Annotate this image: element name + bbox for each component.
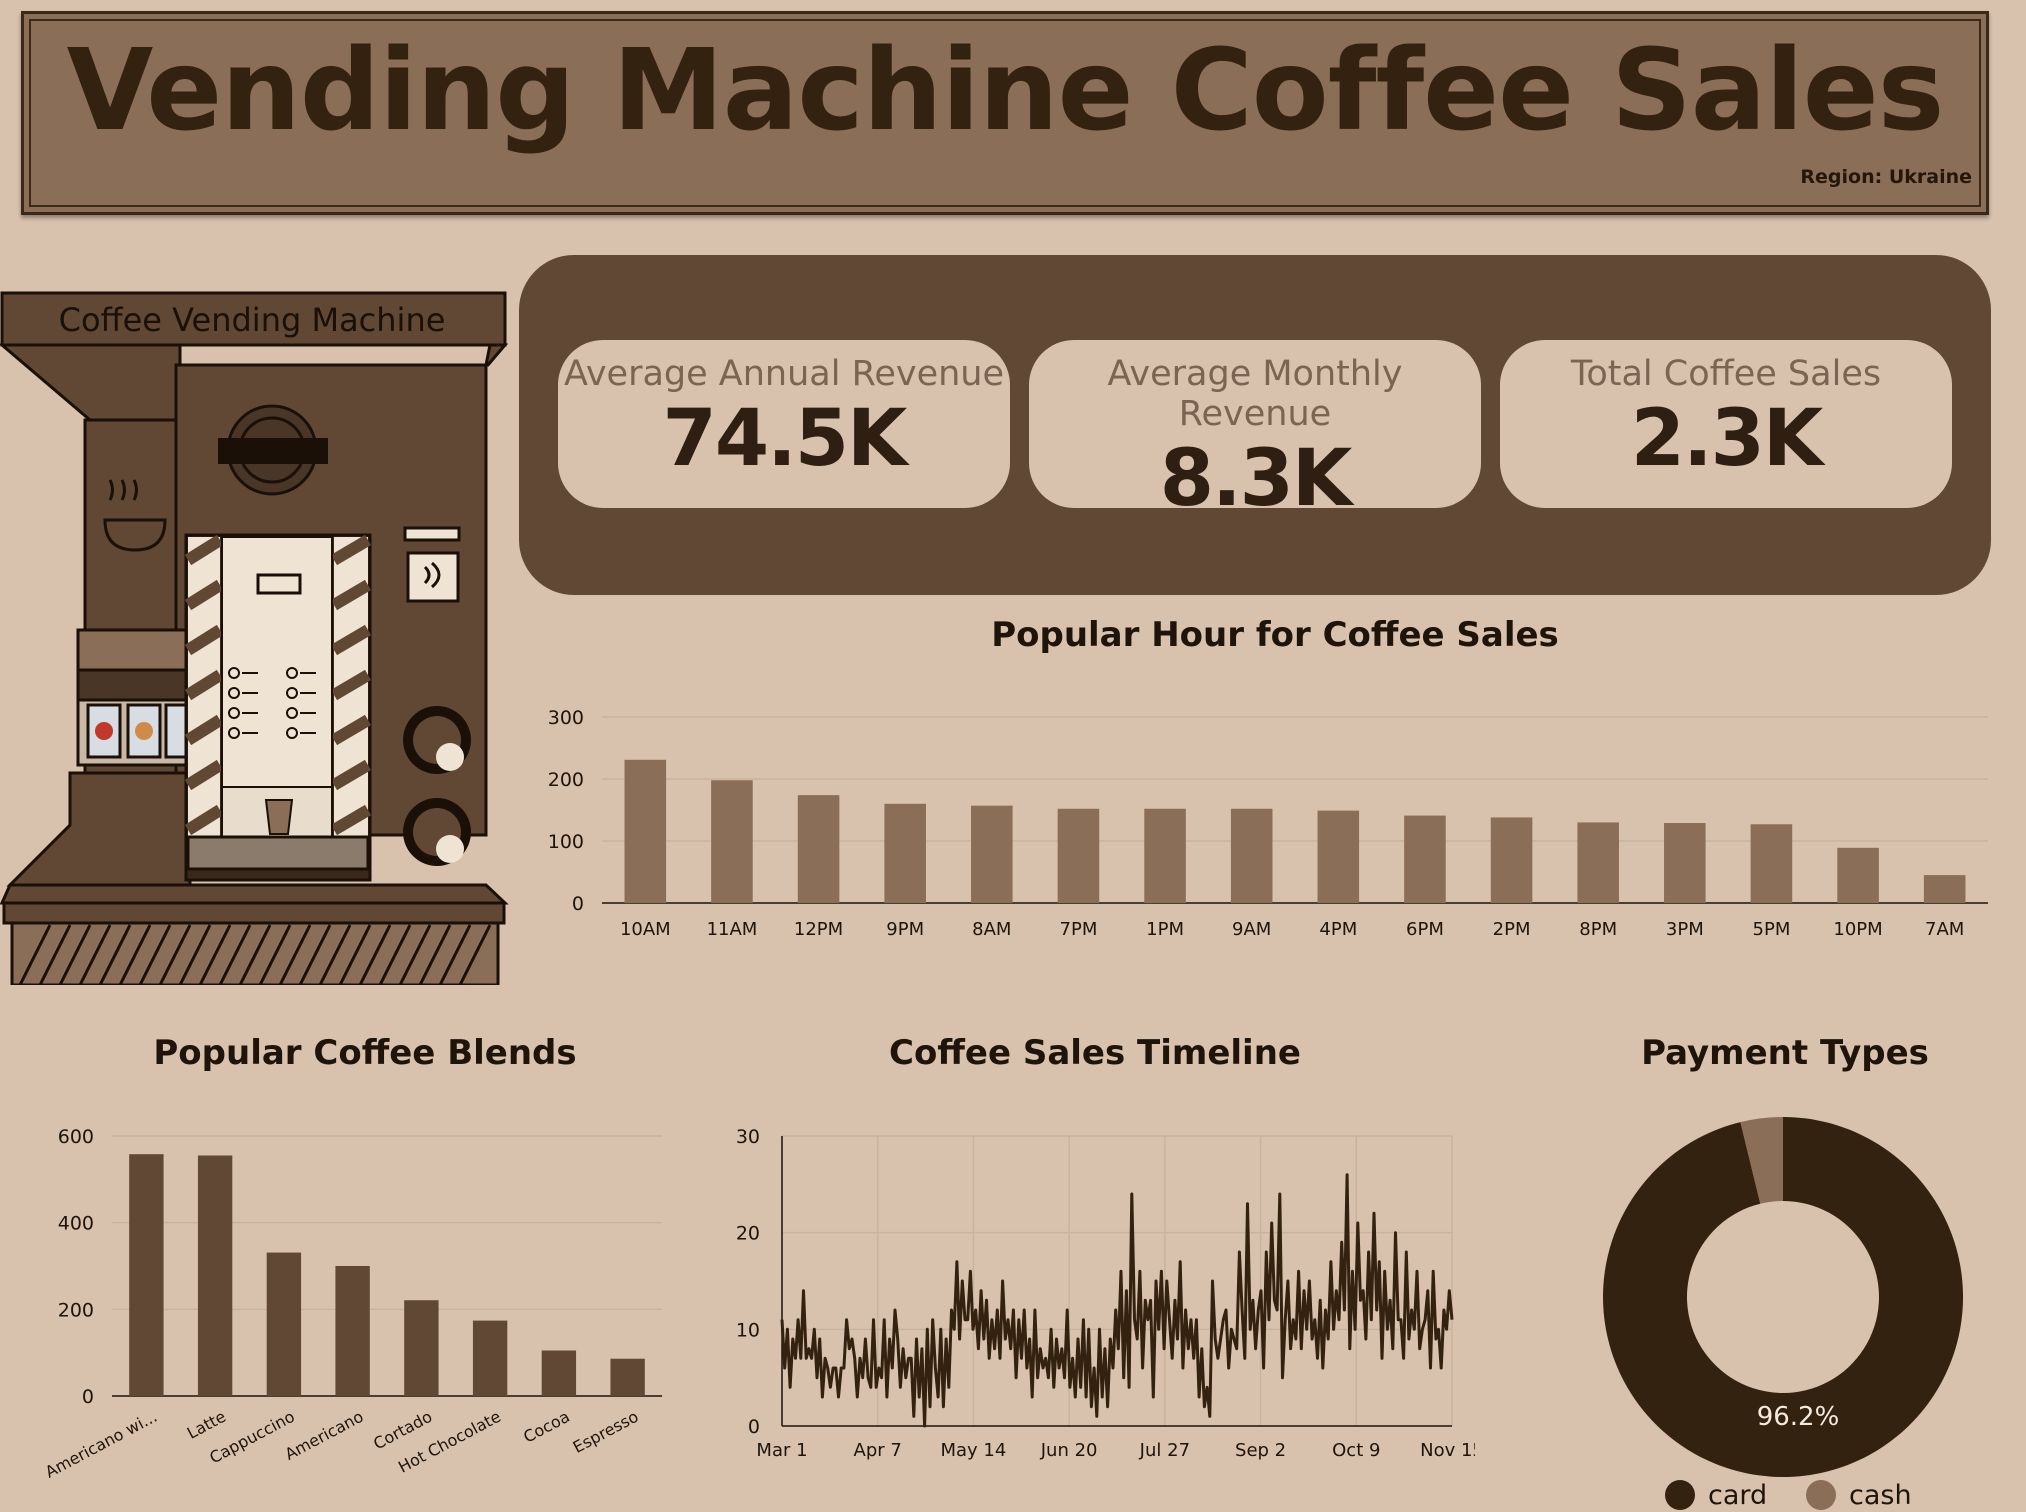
kpi-card-annual-revenue: Average Annual Revenue 74.5K [558, 340, 1010, 508]
legend-label-card: card [1708, 1480, 1767, 1511]
bar [711, 780, 753, 903]
bar [624, 759, 667, 903]
bar [1230, 808, 1273, 903]
x-tick-label: 11AM [707, 919, 758, 940]
x-tick-label: Americano wi... [42, 1407, 160, 1482]
bar [472, 1320, 508, 1396]
x-tick-label: 10AM [620, 919, 671, 940]
x-tick-label: 6PM [1406, 919, 1444, 940]
kpi-label: Average Annual Revenue [563, 354, 1005, 394]
blends-chart-title: Popular Coffee Blends [153, 1033, 577, 1073]
legend-swatch-cash [1806, 1480, 1836, 1510]
kpi-panel: Average Annual Revenue 74.5K Average Mon… [519, 255, 1991, 595]
y-tick-label: 20 [736, 1223, 760, 1245]
x-tick-label: 3PM [1666, 919, 1704, 940]
bar [1750, 824, 1793, 903]
x-tick-label: Cocoa [520, 1407, 573, 1447]
y-tick-label: 0 [82, 1386, 94, 1408]
kpi-card-total-sales: Total Coffee Sales 2.3K [1500, 340, 1952, 508]
bar [197, 1155, 233, 1396]
sales-line [780, 1173, 1454, 1428]
bar [1837, 847, 1879, 903]
region-label: Region: Ukraine [1800, 166, 1972, 188]
page-title: Vending Machine Coffee Sales [66, 26, 1945, 156]
x-tick-label: Sep 2 [1235, 1440, 1286, 1461]
timeline-chart-title: Coffee Sales Timeline [889, 1033, 1301, 1073]
x-tick-label: 8PM [1579, 919, 1617, 940]
x-tick-label: 9PM [886, 919, 924, 940]
payment-chart-title: Payment Types [1641, 1033, 1929, 1073]
y-tick-label: 30 [736, 1126, 760, 1148]
x-tick-label: 5PM [1753, 919, 1791, 940]
hour-bar-chart: 0 100 200 300 10AM 11AM 12PM 9PM 8AM 7PM 1PM 9AM 4PM… [548, 707, 1988, 940]
y-tick-label: 600 [58, 1126, 94, 1148]
y-tick-label: 0 [572, 893, 584, 915]
y-tick-label: 400 [58, 1213, 94, 1235]
x-tick-label: Oct 9 [1332, 1440, 1380, 1461]
x-tick-label: Americano [282, 1407, 367, 1464]
x-tick-label: 9AM [1232, 919, 1271, 940]
x-tick-label: 7AM [1925, 919, 1964, 940]
legend-label-cash: cash [1849, 1480, 1912, 1511]
bar [1144, 808, 1186, 903]
kpi-card-monthly-revenue: Average Monthly Revenue 8.3K [1029, 340, 1481, 524]
x-tick-label: 1PM [1146, 919, 1184, 940]
kpi-value: 2.3K [1630, 394, 1824, 484]
bar [610, 1358, 645, 1396]
kpi-value: 74.5K [662, 394, 908, 484]
x-tick-label: Nov 15 [1420, 1440, 1475, 1461]
payment-donut-chart: 96.2% card cash [1603, 1117, 1964, 1511]
y-tick-label: 0 [748, 1416, 760, 1438]
x-tick-label: Jul 27 [1139, 1440, 1190, 1461]
bar [1057, 808, 1100, 903]
bar [541, 1350, 577, 1396]
y-tick-label: 200 [58, 1299, 94, 1321]
bar [1404, 815, 1446, 903]
bar [1490, 817, 1533, 903]
x-tick-label: 4PM [1319, 919, 1357, 940]
bar [797, 795, 840, 903]
kpi-label: Total Coffee Sales [1570, 354, 1882, 394]
bar [1923, 875, 1966, 903]
machine-sign-text: Coffee Vending Machine [59, 301, 446, 339]
bar [1317, 810, 1360, 903]
slice-data-label: 96.2% [1757, 1402, 1840, 1432]
coffee-vending-machine-illustration: Coffee Vending Machine [0, 291, 509, 985]
bar [884, 803, 926, 903]
x-tick-label: Espresso [570, 1407, 642, 1457]
legend-swatch-card [1665, 1480, 1695, 1510]
bar [971, 805, 1013, 903]
x-tick-label: Jun 20 [1040, 1440, 1098, 1461]
hour-chart-title: Popular Hour for Coffee Sales [991, 615, 1559, 655]
y-tick-label: 10 [736, 1319, 760, 1341]
x-tick-label: 2PM [1493, 919, 1531, 940]
x-tick-label: Apr 7 [854, 1440, 902, 1461]
y-tick-label: 300 [548, 707, 584, 729]
donut-slice-cash [1740, 1117, 1783, 1204]
bar [129, 1154, 164, 1396]
bar [266, 1252, 302, 1396]
x-tick-label: Latte [184, 1407, 229, 1443]
x-tick-label: 12PM [794, 919, 843, 940]
x-tick-label: 8AM [972, 919, 1011, 940]
y-tick-label: 200 [548, 769, 584, 791]
x-tick-label: Mar 1 [756, 1440, 807, 1461]
kpi-label: Average Monthly Revenue [1107, 354, 1403, 434]
bar [404, 1300, 439, 1396]
bar [335, 1266, 370, 1396]
x-tick-label: May 14 [941, 1440, 1007, 1461]
kpi-value: 8.3K [1159, 434, 1353, 524]
bar [1664, 823, 1706, 903]
x-tick-label: 7PM [1060, 919, 1098, 940]
y-tick-label: 100 [548, 831, 584, 853]
title-banner: Vending Machine Coffee Sales Region: Ukr… [21, 11, 1989, 215]
timeline-line-chart: 0 10 20 30 Mar 1 Apr 7 May 14 Jun 20 Jul 27 Sep 2… [736, 1126, 1475, 1461]
x-tick-label: 10PM [1833, 919, 1882, 940]
donut-slice-card [1603, 1117, 1964, 1477]
bar [1577, 822, 1619, 903]
